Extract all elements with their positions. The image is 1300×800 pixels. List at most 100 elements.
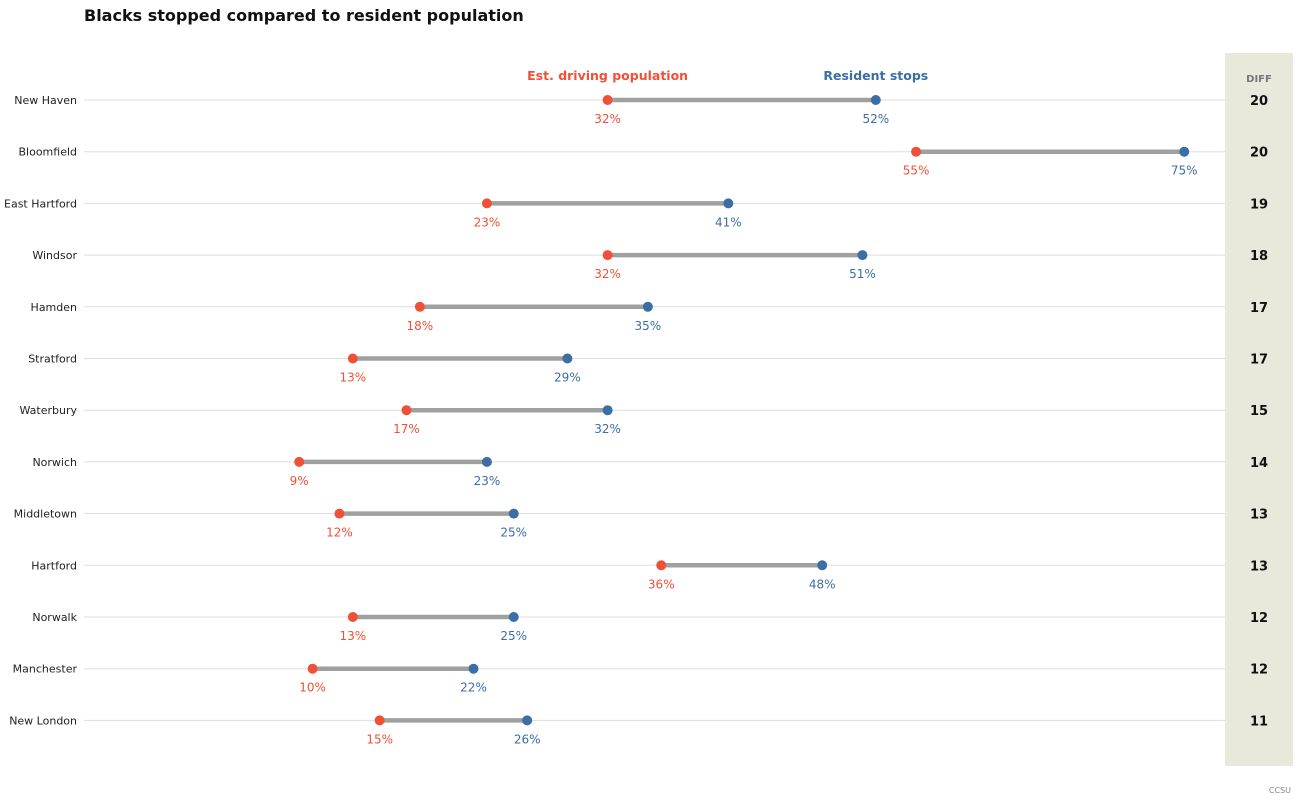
diff-value: 13 <box>1250 559 1268 574</box>
row-bloomfield: Bloomfield 55% 75% 20 <box>18 146 1268 178</box>
diff-value: 20 <box>1250 94 1268 109</box>
driving-label: 9% <box>290 474 309 488</box>
driving-dot <box>374 715 385 726</box>
city-label: Norwalk <box>32 611 77 624</box>
driving-dot <box>294 456 305 467</box>
resident-dot <box>481 456 492 467</box>
diff-value: 12 <box>1250 611 1268 626</box>
driving-label: 10% <box>299 681 326 695</box>
resident-dot <box>642 301 653 312</box>
driving-dot <box>307 663 318 674</box>
resident-label: 23% <box>474 474 501 488</box>
city-label: New London <box>9 714 77 727</box>
source-note: CCSU <box>1269 786 1291 795</box>
resident-dot <box>602 405 613 416</box>
driving-label: 15% <box>366 732 393 746</box>
driving-dot <box>602 95 613 105</box>
resident-label: 52% <box>862 112 889 126</box>
resident-dot <box>468 663 479 674</box>
city-label: Hamden <box>31 301 77 314</box>
city-label: Bloomfield <box>18 146 77 159</box>
driving-dot <box>414 301 425 312</box>
diff-panel <box>1225 53 1293 766</box>
driving-dot <box>347 353 358 364</box>
resident-dot <box>562 353 573 364</box>
resident-label: 29% <box>554 371 581 385</box>
city-label: New Haven <box>14 94 77 107</box>
legend-driving: Est. driving population <box>527 68 688 83</box>
resident-dot <box>817 560 828 571</box>
city-label: Stratford <box>28 353 77 366</box>
resident-label: 25% <box>500 629 527 643</box>
driving-label: 12% <box>326 526 353 540</box>
resident-label: 25% <box>500 526 527 540</box>
resident-label: 75% <box>1171 164 1198 178</box>
driving-dot <box>401 405 412 416</box>
resident-label: 41% <box>715 215 742 229</box>
driving-label: 17% <box>393 422 420 436</box>
row-new-london: New London 15% 26% 11 <box>9 714 1268 746</box>
row-norwich: Norwich 9% 23% 14 <box>32 456 1268 488</box>
city-label: Manchester <box>13 663 78 676</box>
driving-label: 36% <box>648 577 675 591</box>
driving-label: 32% <box>594 112 621 126</box>
row-waterbury: Waterbury 17% 32% 15 <box>19 404 1268 436</box>
diff-value: 18 <box>1250 249 1268 264</box>
city-label: Hartford <box>31 559 77 572</box>
legend: Est. driving population Resident stops <box>527 68 928 83</box>
city-label: Middletown <box>14 508 77 521</box>
resident-dot <box>1179 146 1190 157</box>
row-manchester: Manchester 10% 22% 12 <box>13 663 1268 695</box>
driving-label: 23% <box>474 215 501 229</box>
resident-label: 48% <box>809 577 836 591</box>
resident-dot <box>508 508 519 519</box>
driving-dot <box>347 612 358 622</box>
row-new-haven: New Haven 32% 52% 20 <box>14 94 1268 126</box>
row-middletown: Middletown 12% 25% 13 <box>14 508 1268 540</box>
driving-dot <box>656 560 667 571</box>
driving-label: 55% <box>903 164 930 178</box>
resident-dot <box>723 198 734 209</box>
resident-label: 35% <box>635 319 662 333</box>
diff-value: 14 <box>1250 456 1268 471</box>
diff-value: 17 <box>1250 353 1268 368</box>
diff-value: 17 <box>1250 301 1268 316</box>
driving-dot <box>911 146 922 157</box>
resident-dot <box>522 715 533 726</box>
diff-header: DIFF <box>1246 74 1272 85</box>
driving-label: 13% <box>339 629 366 643</box>
diff-value: 13 <box>1250 508 1268 523</box>
city-label: Windsor <box>32 249 77 262</box>
row-stratford: Stratford 13% 29% 17 <box>28 353 1268 385</box>
driving-dot <box>334 508 345 519</box>
city-label: East Hartford <box>4 197 77 210</box>
diff-value: 12 <box>1250 663 1268 678</box>
legend-resident: Resident stops <box>823 68 928 83</box>
row-hartford: Hartford 36% 48% 13 <box>31 559 1268 591</box>
row-windsor: Windsor 32% 51% 18 <box>32 249 1268 281</box>
resident-label: 32% <box>594 422 621 436</box>
driving-label: 18% <box>407 319 434 333</box>
driving-dot <box>481 198 492 209</box>
resident-dot <box>508 612 519 622</box>
driving-dot <box>602 250 613 261</box>
resident-dot <box>857 250 868 261</box>
resident-label: 26% <box>514 732 541 746</box>
city-label: Waterbury <box>19 404 77 417</box>
row-east-hartford: East Hartford 23% 41% 19 <box>4 197 1268 229</box>
diff-value: 11 <box>1250 714 1268 729</box>
row-hamden: Hamden 18% 35% 17 <box>31 301 1269 333</box>
city-label: Norwich <box>32 456 77 469</box>
resident-label: 22% <box>460 681 487 695</box>
diff-value: 19 <box>1250 197 1268 212</box>
diff-value: 20 <box>1250 146 1268 161</box>
driving-label: 13% <box>339 371 366 385</box>
diff-value: 15 <box>1250 404 1268 419</box>
driving-label: 32% <box>594 267 621 281</box>
chart-rows: New Haven 32% 52% 20 Bloomfield 55% 75% 20 East … <box>4 94 1268 746</box>
resident-label: 51% <box>849 267 876 281</box>
resident-dot <box>870 95 881 105</box>
row-norwalk: Norwalk 13% 25% 12 <box>32 611 1268 643</box>
